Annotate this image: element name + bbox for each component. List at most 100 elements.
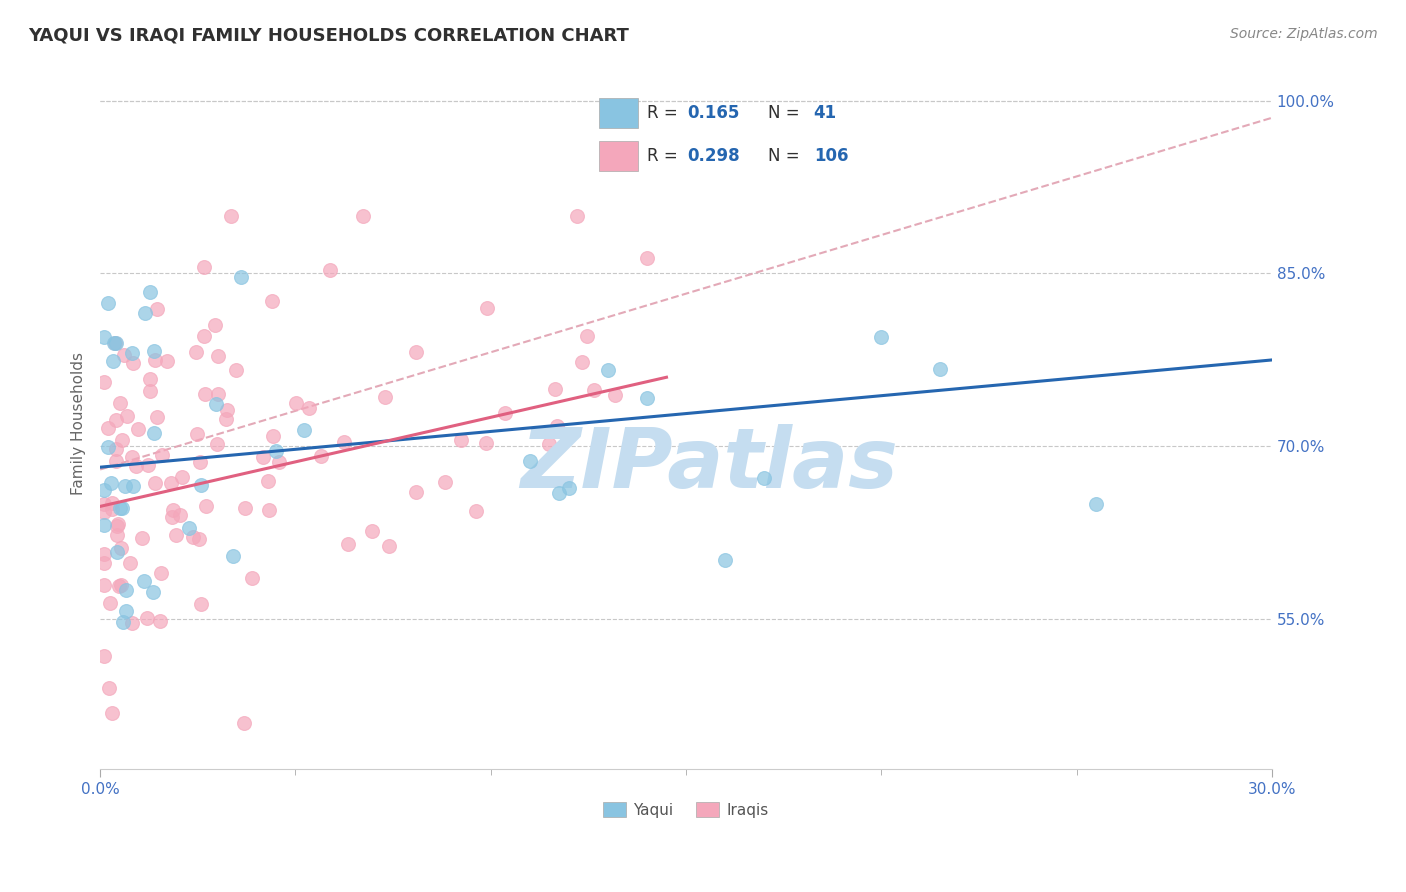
Point	[134, 306, 156, 320]
Point	[165, 528, 187, 542]
Point	[207, 387, 229, 401]
Point	[193, 260, 215, 274]
Point	[93, 578, 115, 592]
Point	[233, 500, 256, 515]
Point	[93, 648, 115, 663]
Point	[150, 566, 173, 580]
Point	[162, 510, 184, 524]
Point	[93, 330, 115, 344]
Point	[465, 504, 488, 518]
Point	[93, 547, 115, 561]
Point	[122, 479, 145, 493]
Point	[252, 450, 274, 464]
Point	[139, 384, 162, 398]
Point	[519, 454, 541, 468]
Point	[262, 428, 284, 442]
Text: Source: ZipAtlas.com: Source: ZipAtlas.com	[1230, 27, 1378, 41]
Point	[636, 252, 658, 266]
Point	[143, 475, 166, 490]
Point	[752, 471, 775, 485]
Point	[146, 302, 169, 317]
Point	[142, 585, 165, 599]
Point	[127, 422, 149, 436]
Point	[120, 556, 142, 570]
Point	[636, 391, 658, 405]
Point	[114, 583, 136, 598]
Point	[186, 345, 208, 359]
Point	[374, 391, 396, 405]
Point	[231, 270, 253, 285]
Point	[156, 354, 179, 368]
Point	[475, 301, 498, 315]
Point	[93, 517, 115, 532]
Point	[104, 454, 127, 468]
Point	[110, 434, 132, 448]
Point	[97, 440, 120, 454]
Point	[121, 345, 143, 359]
Point	[190, 477, 212, 491]
Point	[136, 611, 159, 625]
Point	[114, 479, 136, 493]
Point	[121, 356, 143, 370]
Point	[93, 376, 115, 390]
Point	[104, 336, 127, 351]
Point	[548, 486, 571, 500]
Point	[101, 706, 124, 720]
Point	[143, 425, 166, 440]
Text: YAQUI VS IRAQI FAMILY HOUSEHOLDS CORRELATION CHART: YAQUI VS IRAQI FAMILY HOUSEHOLDS CORRELA…	[28, 27, 628, 45]
Point	[103, 335, 125, 350]
Point	[108, 579, 131, 593]
Point	[104, 412, 127, 426]
Point	[450, 433, 472, 447]
Point	[145, 409, 167, 424]
Point	[152, 448, 174, 462]
Point	[111, 500, 134, 515]
Point	[1085, 497, 1108, 511]
Point	[112, 348, 135, 362]
Point	[169, 508, 191, 522]
Point	[143, 343, 166, 358]
Point	[267, 455, 290, 469]
Point	[162, 503, 184, 517]
Point	[138, 371, 160, 385]
Point	[714, 553, 737, 567]
Point	[93, 497, 115, 511]
Point	[97, 681, 120, 695]
Point	[352, 209, 374, 223]
Point	[204, 397, 226, 411]
Point	[101, 502, 124, 516]
Point	[111, 615, 134, 629]
Point	[292, 423, 315, 437]
Point	[93, 483, 115, 498]
Point	[177, 521, 200, 535]
Point	[100, 496, 122, 510]
Point	[257, 475, 280, 489]
Text: ZIPatlas: ZIPatlas	[520, 425, 898, 506]
Point	[188, 455, 211, 469]
Point	[139, 285, 162, 299]
Point	[870, 330, 893, 344]
Point	[405, 485, 427, 500]
Point	[114, 604, 136, 618]
Y-axis label: Family Households: Family Households	[72, 351, 86, 495]
Point	[193, 329, 215, 343]
Point	[188, 533, 211, 547]
Point	[98, 596, 121, 610]
Point	[136, 458, 159, 472]
Point	[219, 209, 242, 223]
Point	[121, 615, 143, 630]
Point	[928, 361, 950, 376]
Point	[378, 539, 401, 553]
Point	[143, 353, 166, 368]
Point	[260, 293, 283, 308]
Point	[232, 716, 254, 731]
Point	[361, 524, 384, 538]
Point	[131, 531, 153, 545]
Point	[544, 382, 567, 396]
Point	[110, 541, 132, 555]
Point	[134, 574, 156, 589]
Point	[222, 549, 245, 563]
Point	[257, 502, 280, 516]
Point	[105, 518, 128, 533]
Point	[104, 336, 127, 351]
